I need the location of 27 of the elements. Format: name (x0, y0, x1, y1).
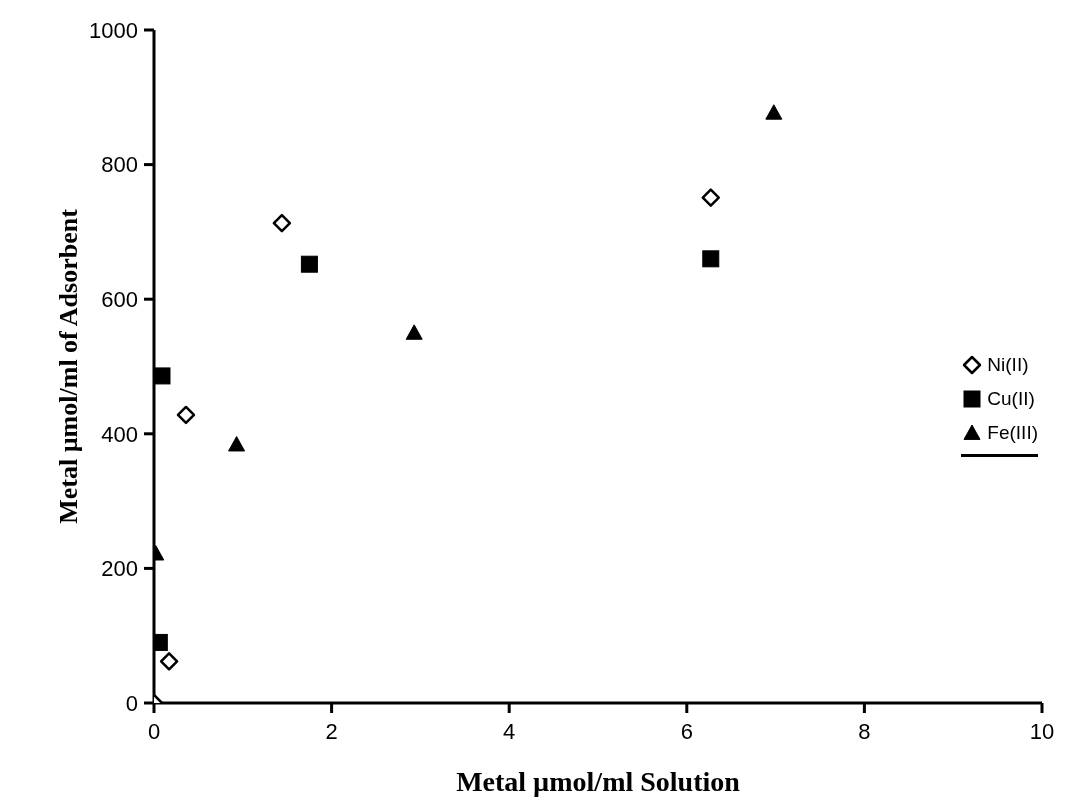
point (702, 250, 720, 268)
point (176, 405, 196, 425)
x-tick-label: 2 (325, 718, 338, 744)
y-tick-label: 600 (101, 287, 138, 313)
x-tick-label: 10 (1029, 718, 1055, 744)
x-axis-title: Metal µmol/ml Solution (456, 765, 741, 797)
point (701, 188, 721, 207)
y-tick-label: 0 (125, 690, 138, 716)
legend-label: Fe(III) (987, 422, 1038, 444)
x-tick-label: 6 (680, 718, 693, 744)
y-tick-label: 400 (101, 421, 138, 447)
point (300, 255, 318, 273)
x-tick-label: 8 (858, 718, 871, 744)
y-tick-label: 800 (101, 152, 138, 178)
point (405, 324, 423, 340)
x-tick-label: 0 (147, 718, 161, 744)
legend-label: Cu(II) (987, 388, 1035, 410)
point (765, 104, 783, 120)
y-axis-title: Metal µmol/ml of Adsorbent (54, 208, 84, 524)
legend-label: Ni(II) (987, 354, 1029, 376)
point (154, 367, 171, 385)
point (272, 213, 292, 233)
point (228, 436, 246, 452)
y-tick-label: 1000 (89, 17, 138, 43)
x-tick-label: 4 (503, 718, 516, 744)
point (159, 652, 179, 671)
y-tick-label: 200 (101, 556, 138, 582)
